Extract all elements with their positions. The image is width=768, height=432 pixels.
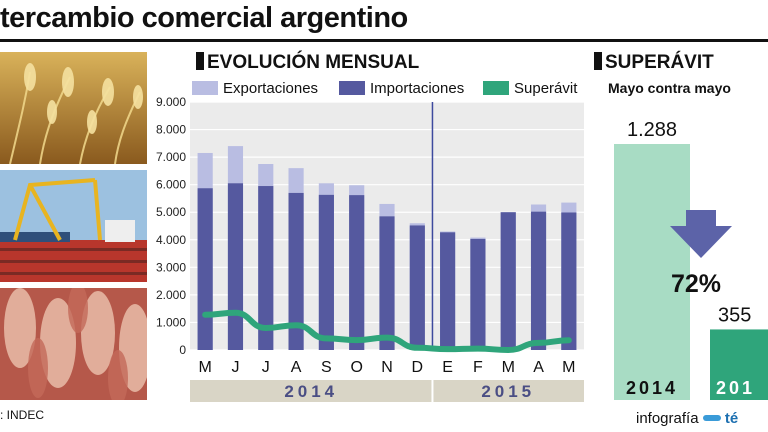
- bar-imports: [500, 212, 516, 350]
- y-tick-label: 3.000: [156, 260, 186, 274]
- surplus-point: [265, 327, 267, 329]
- bar-imports: [197, 188, 213, 350]
- title-rule: [0, 39, 768, 42]
- bar-imports: [440, 232, 456, 350]
- surplus-heading-text: SUPERÁVIT: [605, 52, 714, 73]
- bar-imports: [530, 211, 547, 350]
- credit-text: infografía: [636, 410, 699, 427]
- legend-imports: Importaciones: [339, 80, 465, 97]
- month-label: M: [562, 359, 575, 376]
- year-label: 2014: [284, 382, 338, 401]
- surplus-year-2015: 201: [716, 378, 755, 398]
- surplus-point: [507, 349, 509, 351]
- month-label: J: [231, 359, 239, 376]
- surplus-point: [416, 347, 418, 349]
- surplus-point: [386, 337, 388, 339]
- year-label: 2015: [481, 382, 535, 401]
- month-label: M: [198, 359, 211, 376]
- y-tick-label: 1.000: [156, 315, 186, 329]
- legend-label-imports: Importaciones: [370, 80, 465, 97]
- surplus-chart: 1.288 355 2014 201 72%: [614, 119, 768, 400]
- month-label: A: [291, 359, 302, 376]
- legend-label-exports: Exportaciones: [223, 80, 319, 97]
- source-label: : INDEC: [0, 408, 45, 422]
- legend-swatch-imports: [339, 81, 365, 95]
- heading-marker: [196, 52, 204, 70]
- bar-imports: [409, 225, 425, 350]
- down-arrow-icon: [670, 210, 732, 258]
- surplus-point: [477, 348, 479, 350]
- month-label: E: [442, 359, 453, 376]
- infographic-title: tercambio comercial argentino: [0, 2, 408, 34]
- month-label: A: [533, 359, 544, 376]
- bar-imports: [379, 216, 395, 350]
- legend-label-surplus: Superávit: [514, 80, 578, 97]
- surplus-point: [295, 324, 297, 326]
- month-label: S: [321, 359, 332, 376]
- y-tick-label: 9.000: [156, 96, 186, 109]
- y-tick-label: 4.000: [156, 233, 186, 247]
- legend-swatch-surplus: [483, 81, 509, 95]
- legend-exports: Exportaciones: [192, 80, 319, 97]
- y-tick-label: 5.000: [156, 205, 186, 219]
- surplus-point: [568, 339, 570, 341]
- legend-surplus: Superávit: [483, 80, 578, 97]
- monthly-heading-text: EVOLUCIÓN MENSUAL: [207, 52, 420, 73]
- surplus-point: [204, 314, 206, 316]
- meat-photo: [0, 288, 147, 400]
- credit-logo-icon: [702, 415, 721, 421]
- heading-marker: [594, 52, 602, 70]
- bar-imports: [227, 183, 244, 350]
- month-label: M: [502, 359, 515, 376]
- wheat-photo: [0, 52, 147, 164]
- bar-imports: [258, 186, 274, 350]
- month-label: O: [350, 359, 362, 376]
- y-tick-label: 6.000: [156, 178, 186, 192]
- surplus-bar-2014: [614, 144, 690, 400]
- surplus-value-2015: 355: [718, 304, 751, 326]
- month-label: J: [262, 359, 270, 376]
- monthly-section-heading: EVOLUCIÓN MENSUAL: [196, 52, 419, 74]
- year-band: [190, 380, 433, 402]
- y-tick-label: 0: [179, 343, 186, 357]
- surplus-change-label: 72%: [671, 270, 721, 298]
- year-band: [432, 380, 584, 402]
- bar-imports: [470, 238, 486, 350]
- legend-swatch-exports: [192, 81, 218, 95]
- month-label: F: [473, 359, 483, 376]
- y-tick-label: 7.000: [156, 150, 186, 164]
- surplus-point: [356, 339, 358, 341]
- surplus-point: [447, 348, 449, 350]
- surplus-bar-2015: [710, 329, 768, 400]
- bar-imports: [288, 192, 304, 350]
- surplus-point: [538, 342, 540, 344]
- surplus-year-2014: 2014: [626, 378, 678, 398]
- monthly-chart: 0 1.000 2.000 3.000 4.000 5.000 6.000 7.000 8.00…: [156, 96, 584, 402]
- credit-brand: té: [724, 410, 739, 427]
- surplus-section-heading: SUPERÁVIT: [594, 52, 714, 74]
- y-tick-label: 8.000: [156, 123, 186, 137]
- month-label: D: [412, 359, 424, 376]
- month-label: N: [381, 359, 393, 376]
- bar-imports: [318, 194, 334, 350]
- surplus-point: [234, 312, 236, 314]
- bar-imports: [561, 212, 577, 350]
- surplus-point: [325, 337, 327, 339]
- surplus-value-2014: 1.288: [627, 119, 677, 141]
- credit: infografía té: [636, 410, 738, 427]
- surplus-subtitle: Mayo contra mayo: [608, 80, 731, 96]
- port-photo: [0, 170, 147, 282]
- y-tick-label: 2.000: [156, 288, 186, 302]
- bar-imports: [349, 195, 365, 350]
